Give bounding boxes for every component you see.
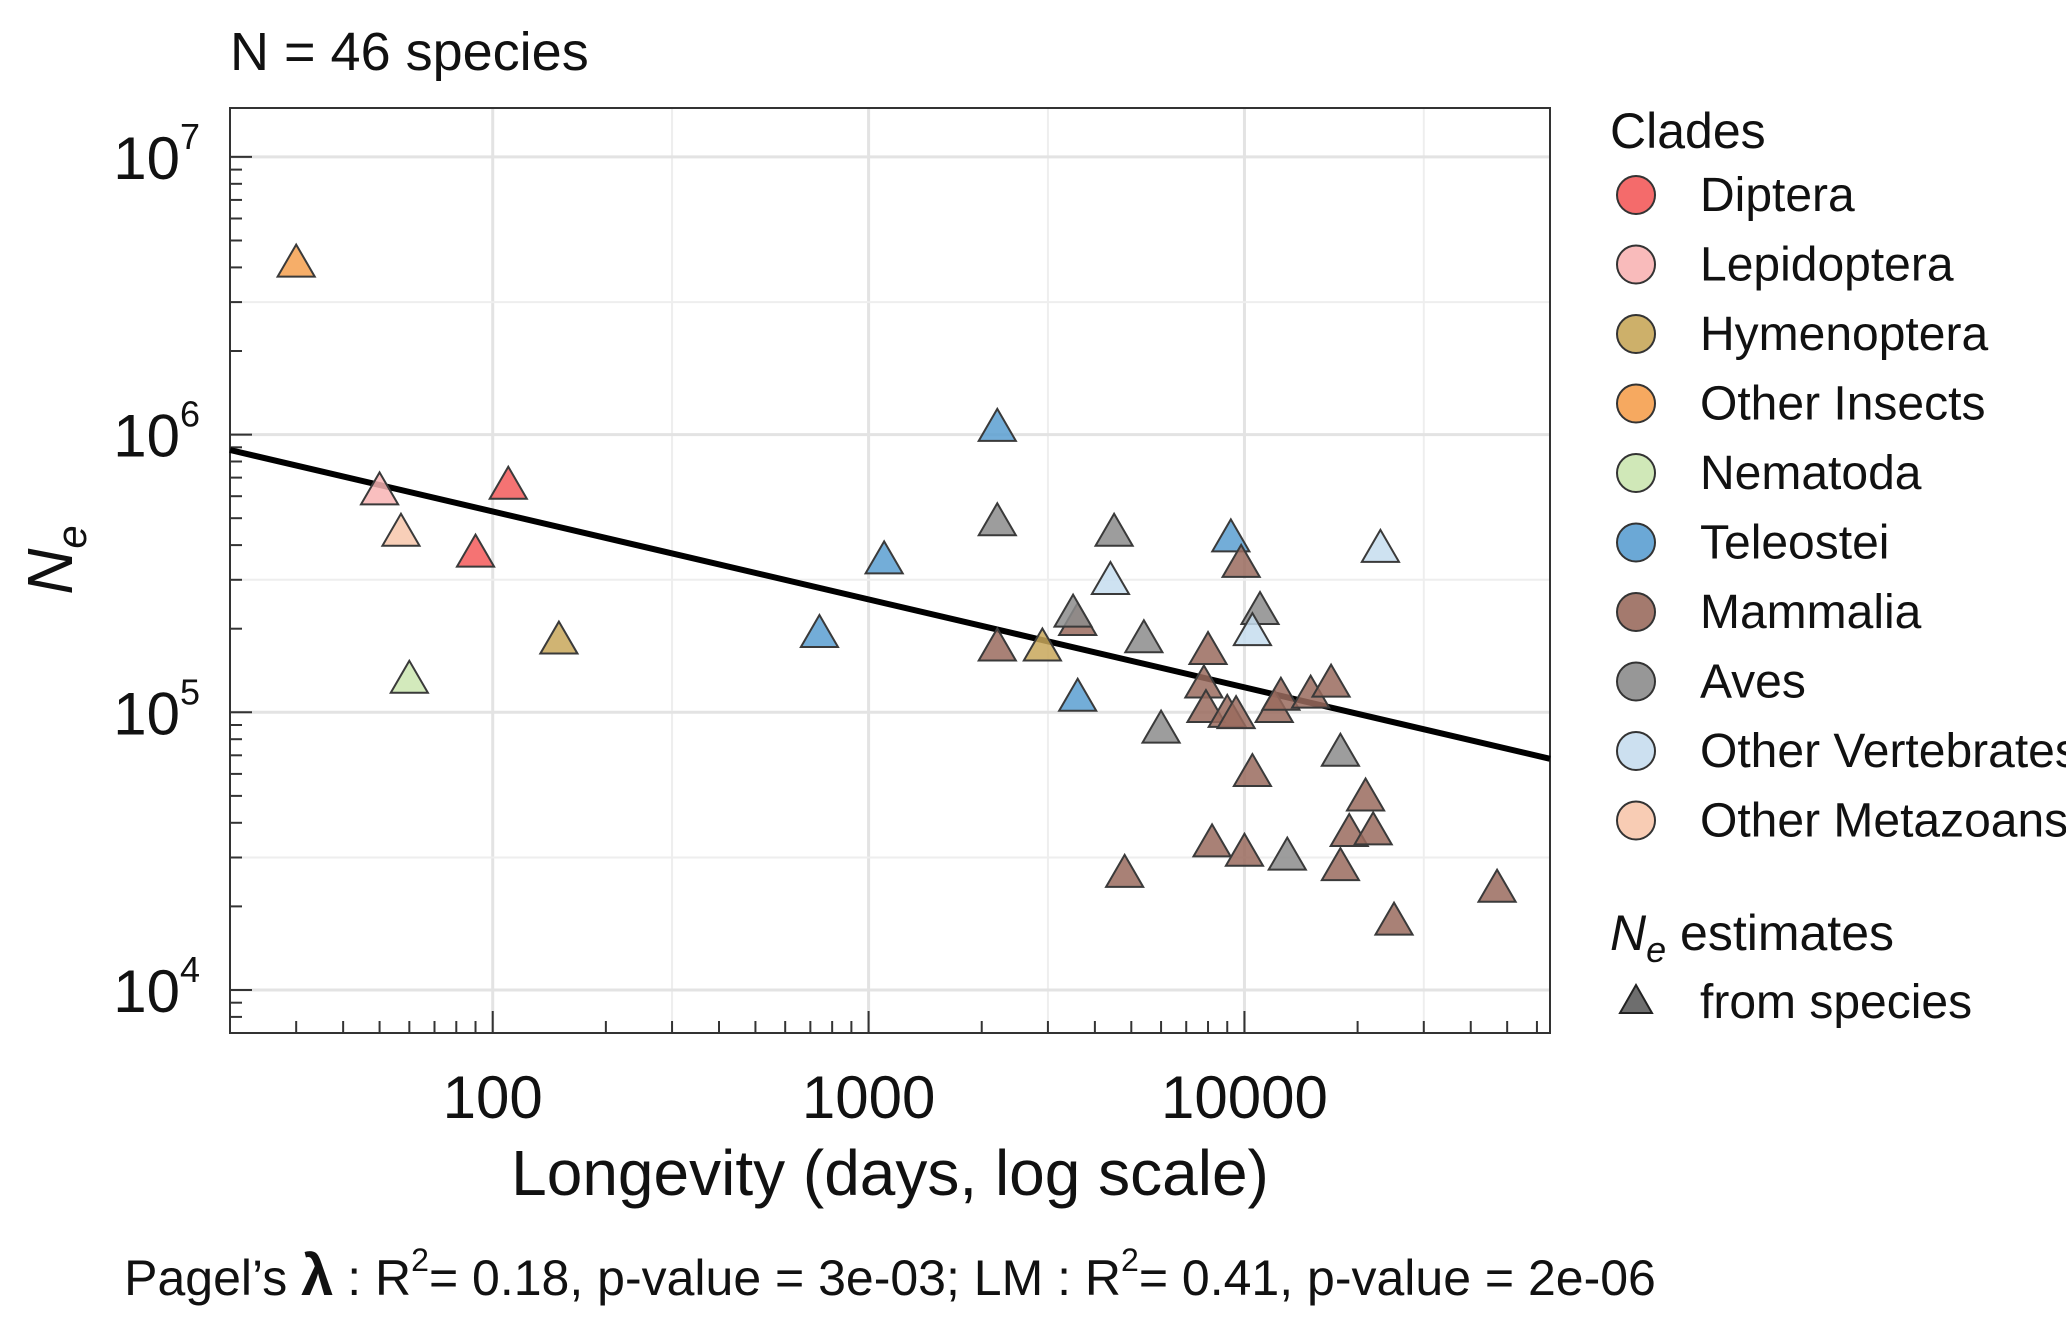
legend-swatch-other-vertebrates — [1616, 731, 1656, 771]
x-tick-label: 100 — [443, 1064, 543, 1131]
point-mammalia — [1373, 900, 1415, 936]
legend-marker-title: Ne estimates — [1610, 905, 1894, 970]
legend-label-hymenoptera: Hymenoptera — [1700, 308, 1988, 361]
y-tick-label: 107 — [113, 116, 200, 192]
legend-swatch-other-insects — [1616, 383, 1656, 424]
caption-part2: = 0.18, p-value = 3e-03; LM : R — [429, 1250, 1121, 1306]
point-diptera — [487, 464, 529, 500]
legend-label-aves: Aves — [1700, 656, 1806, 709]
x-axis-ticks: 100 1000 10000 — [229, 1011, 1538, 1131]
point-teleostei — [1210, 517, 1252, 553]
legend-swatch-nematoda — [1616, 453, 1656, 493]
point-teleostei — [976, 406, 1018, 442]
point-hymenoptera — [1022, 626, 1063, 662]
point-teleostei — [1057, 676, 1098, 712]
point-mammalia — [1104, 852, 1145, 888]
legend-label-other-vertebrates: Other Vertebrates — [1700, 725, 2066, 778]
point-mammalia — [1187, 630, 1229, 666]
y-axis-label-base: N — [14, 548, 86, 595]
y-axis-ticks: 104 105 106 107 — [113, 116, 252, 1034]
point-other-metazoans — [380, 511, 422, 547]
legend: Clades Diptera Lepidoptera Hymenoptera Othe… — [1610, 103, 2066, 1029]
legend-label-diptera: Diptera — [1700, 169, 1855, 222]
point-mammalia — [1260, 675, 1302, 711]
point-mammalia — [1352, 810, 1394, 846]
legend-label-nematoda: Nematoda — [1700, 447, 1922, 500]
caption-part3: = 0.41, p-value = 2e-06 — [1139, 1250, 1656, 1306]
legend-swatch-diptera — [1616, 175, 1656, 215]
chart-title: N = 46 species — [230, 22, 589, 82]
y-tick-label: 105 — [113, 671, 200, 747]
point-aves — [1320, 731, 1361, 767]
legend-label-other-insects: Other Insects — [1700, 378, 1985, 431]
point-mammalia — [1215, 694, 1257, 730]
point-lepidoptera — [359, 470, 400, 506]
legend-marker-title-sub: e — [1646, 929, 1666, 970]
legend-swatch-mammalia — [1616, 592, 1656, 632]
point-mammalia — [976, 626, 1018, 662]
point-mammalia — [1220, 542, 1262, 578]
point-mammalia — [1345, 776, 1386, 812]
legend-swatch-other-metazoans — [1616, 800, 1656, 841]
plot-frame — [229, 107, 1551, 1034]
stats-caption: Pagel’s λ : R2= 0.18, p-value = 3e-03; L… — [124, 1242, 1656, 1308]
legend-marker-title-rest: estimates — [1666, 905, 1894, 961]
y-axis-label: Ne — [14, 525, 95, 595]
point-nematoda — [389, 658, 430, 694]
caption-part1: : R — [333, 1250, 411, 1306]
point-other-vertebrates — [1232, 611, 1273, 647]
caption-sup1: 2 — [411, 1242, 429, 1278]
y-axis-label-sub: e — [48, 525, 95, 548]
point-mammalia — [1320, 846, 1361, 882]
point-hymenoptera — [538, 619, 580, 655]
point-aves — [1052, 592, 1094, 628]
legend-clades-title: Clades — [1610, 103, 1766, 159]
point-mammalia — [1476, 867, 1518, 903]
caption-lambda-prefix: Pagel’s — [124, 1250, 301, 1306]
legend-clade-items: Diptera Lepidoptera Hymenoptera Other Insec… — [1616, 169, 2066, 848]
point-other-vertebrates — [1090, 559, 1131, 595]
legend-label-mammalia: Mammalia — [1700, 586, 1922, 639]
x-tick-label: 1000 — [802, 1064, 935, 1131]
x-axis-label: Longevity (days, log scale) — [511, 1137, 1269, 1209]
legend-label-other-metazoans: Other Metazoans — [1700, 795, 2066, 848]
point-aves — [1266, 835, 1308, 871]
legend-swatch-hymenoptera — [1616, 314, 1656, 354]
point-mammalia — [1310, 662, 1352, 698]
y-tick-label: 106 — [113, 394, 200, 470]
point-aves — [1123, 618, 1165, 654]
point-teleostei — [863, 539, 905, 575]
y-tick-label: 104 — [113, 949, 200, 1025]
point-aves — [1093, 511, 1135, 547]
legend-label-teleostei: Teleostei — [1700, 517, 1889, 570]
point-diptera — [455, 532, 496, 568]
point-mammalia — [1232, 752, 1273, 788]
x-tick-label: 10000 — [1161, 1064, 1328, 1131]
legend-marker-title-base: N — [1610, 905, 1647, 961]
point-other-vertebrates — [1360, 527, 1401, 563]
legend-label-lepidoptera: Lepidoptera — [1700, 239, 1954, 292]
point-teleostei — [799, 613, 840, 649]
legend-swatch-lepidoptera — [1616, 244, 1656, 285]
caption-lambda-symbol: λ — [301, 1243, 333, 1308]
point-mammalia — [1191, 822, 1233, 858]
point-aves — [976, 501, 1018, 537]
legend-swatch-aves — [1616, 661, 1656, 702]
legend-marker-label: from species — [1700, 976, 1972, 1029]
point-aves — [1140, 708, 1182, 744]
data-points — [275, 242, 1518, 936]
caption-sup2: 2 — [1121, 1242, 1139, 1278]
point-other-insects — [275, 242, 317, 278]
point-mammalia — [1224, 831, 1265, 867]
legend-triangle-marker — [1618, 982, 1654, 1014]
legend-swatch-teleostei — [1616, 522, 1656, 563]
